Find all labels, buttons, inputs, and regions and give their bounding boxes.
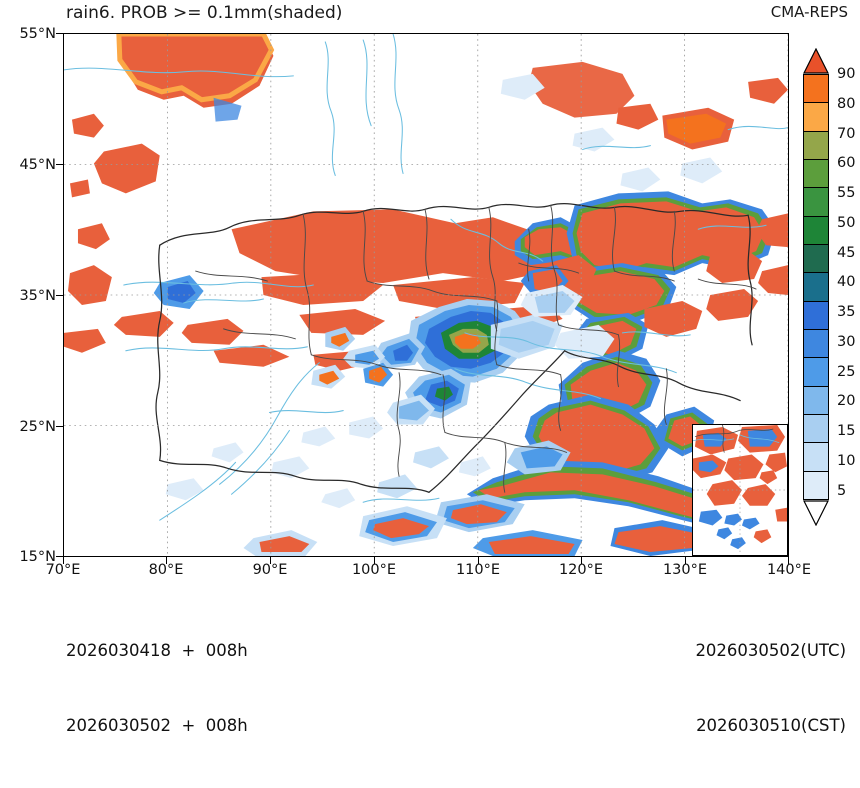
xtick-mark	[788, 557, 790, 564]
xtick-label-120e: 120°E	[558, 562, 604, 578]
ytick-label-55n: 55°N	[19, 26, 56, 42]
xtick-mark	[581, 557, 583, 564]
colorbar-under-arrow	[803, 500, 829, 526]
colorbar-label-35: 35	[837, 304, 856, 320]
colorbar-cell-25	[804, 358, 828, 387]
xtick-mark	[63, 557, 65, 564]
footer-left: 2026030418 + 008h 2026030502 + 008h	[66, 588, 248, 788]
colorbar[interactable]: 90 80 70 60 55 50 45 40 35 30 25 20 15 1…	[803, 48, 855, 526]
ytick-mark	[56, 164, 63, 166]
valid-time-utc: 2026030502(UTC)	[695, 641, 846, 660]
colorbar-label-15: 15	[837, 423, 856, 439]
valid-time-cst: 2026030510(CST)	[696, 716, 846, 735]
ytick-label-25n: 25°N	[19, 419, 56, 435]
xtick-mark	[374, 557, 376, 564]
init-time-line-1: 2026030418 + 008h	[66, 641, 248, 660]
colorbar-cell-10	[804, 443, 828, 472]
colorbar-cell-30	[804, 329, 828, 359]
colorbar-cell-50	[804, 216, 828, 245]
gridlines	[64, 34, 788, 556]
colorbar-label-40: 40	[837, 274, 856, 291]
south-china-sea-inset[interactable]	[692, 424, 788, 556]
precip-shading-layer	[64, 34, 788, 556]
ytick-mark	[56, 33, 63, 35]
forecast-map[interactable]: No: GS (2019) 1786	[63, 33, 789, 557]
xtick-label-70e: 70°E	[45, 562, 81, 578]
colorbar-cell-40	[804, 273, 828, 302]
colorbar-label-25: 25	[837, 363, 856, 380]
ytick-label-15n: 15°N	[19, 549, 56, 565]
inset-hydrography	[693, 434, 780, 444]
colorbar-cell-55	[804, 188, 828, 217]
hydrography-layer	[64, 34, 788, 521]
xtick-label-140e: 140°E	[766, 562, 812, 578]
ytick-label-35n: 35°N	[19, 288, 56, 304]
xtick-label-100e: 100°E	[351, 562, 397, 578]
shade-southeast	[243, 350, 781, 556]
colorbar-cell-5	[804, 471, 828, 499]
colorbar-over-arrow	[803, 48, 829, 74]
xtick-label-130e: 130°E	[662, 562, 708, 578]
shade-central-core	[311, 285, 615, 425]
shade-north-central	[528, 61, 788, 150]
colorbar-label-10: 10	[837, 452, 856, 469]
colorbar-cell-60	[804, 159, 828, 189]
colorbar-label-20: 20	[837, 393, 856, 410]
colorbar-cell-15	[804, 414, 828, 444]
xtick-label-110e: 110°E	[455, 562, 501, 578]
xtick-label-90e: 90°E	[252, 562, 288, 578]
colorbar-cell-70	[804, 131, 828, 160]
colorbar-label-80: 80	[837, 95, 856, 112]
colorbar-scale	[803, 74, 829, 500]
xtick-label-80e: 80°E	[148, 562, 184, 578]
ytick-mark	[56, 556, 63, 558]
ytick-mark	[56, 295, 63, 297]
colorbar-label-5: 5	[837, 482, 847, 499]
xtick-mark	[166, 557, 168, 564]
init-time-line-2: 2026030502 + 008h	[66, 716, 248, 735]
ytick-label-45n: 45°N	[19, 157, 56, 173]
colorbar-label-50: 50	[837, 214, 856, 231]
xtick-mark	[685, 557, 687, 564]
map-svg	[64, 34, 788, 556]
colorbar-label-90: 90	[837, 66, 856, 82]
colorbar-label-45: 45	[837, 244, 856, 261]
colorbar-cell-20	[804, 386, 828, 415]
ytick-mark	[56, 426, 63, 428]
inset-svg	[693, 425, 787, 555]
colorbar-cell-90	[804, 75, 828, 104]
colorbar-label-55: 55	[837, 185, 856, 201]
page-title: rain6. PROB >= 0.1mm(shaded)	[66, 3, 343, 23]
colorbar-label-30: 30	[837, 333, 856, 350]
colorbar-cell-45	[804, 244, 828, 274]
colorbar-label-60: 60	[837, 155, 856, 172]
colorbar-cell-80	[804, 103, 828, 132]
footer: 2026030418 + 008h 2026030502 + 008h 2026…	[0, 588, 860, 735]
colorbar-cell-35	[804, 301, 828, 330]
boundary-layer	[155, 203, 757, 493]
inset-boundary	[694, 425, 774, 453]
xtick-mark	[270, 557, 272, 564]
model-tag: CMA-REPS	[770, 3, 848, 21]
forecast-map-page: rain6. PROB >= 0.1mm(shaded) CMA-REPS 55…	[0, 3, 860, 735]
xtick-mark	[478, 557, 480, 564]
colorbar-label-70: 70	[837, 125, 856, 142]
footer-right: 2026030502(UTC) 2026030510(CST)	[695, 588, 846, 788]
